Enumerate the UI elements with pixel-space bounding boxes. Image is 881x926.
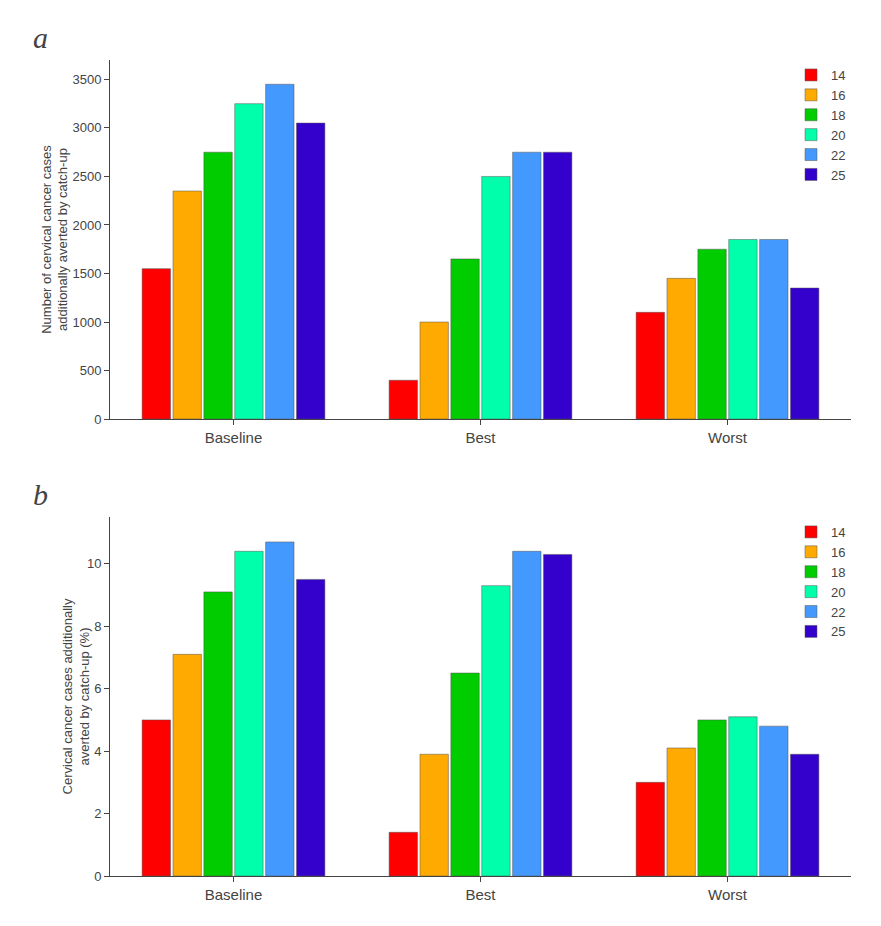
svg-text:0: 0 [94,869,101,884]
svg-text:Best: Best [465,886,496,903]
svg-text:6: 6 [94,681,101,696]
svg-text:2500: 2500 [72,169,101,184]
svg-text:500: 500 [80,363,102,378]
svg-text:Cervical cancer cases addition: Cervical cancer cases additionallyaverte… [60,598,92,794]
svg-text:Best: Best [465,429,496,446]
svg-text:3000: 3000 [72,120,101,135]
svg-text:25: 25 [831,624,845,639]
svg-text:14: 14 [831,525,845,540]
svg-text:0: 0 [94,412,101,427]
svg-text:b: b [33,478,48,511]
svg-text:Baseline: Baseline [205,886,263,903]
svg-text:20: 20 [831,585,845,600]
svg-text:1000: 1000 [72,315,101,330]
svg-text:a: a [33,21,48,54]
svg-text:25: 25 [831,168,845,183]
svg-text:Baseline: Baseline [205,429,263,446]
svg-text:2000: 2000 [72,218,101,233]
svg-text:22: 22 [831,148,845,163]
svg-text:18: 18 [831,108,845,123]
svg-text:14: 14 [831,68,845,83]
svg-text:3500: 3500 [72,72,101,87]
svg-text:2: 2 [94,806,101,821]
svg-text:22: 22 [831,605,845,620]
svg-text:Number of cervical cancer case: Number of cervical cancer casesadditiona… [39,145,71,334]
svg-text:8: 8 [94,619,101,634]
svg-text:10: 10 [87,556,101,571]
svg-text:20: 20 [831,128,845,143]
svg-text:Worst: Worst [708,429,748,446]
svg-text:16: 16 [831,88,845,103]
svg-text:18: 18 [831,565,845,580]
svg-text:1500: 1500 [72,266,101,281]
svg-text:Worst: Worst [708,886,748,903]
svg-text:16: 16 [831,545,845,560]
svg-text:4: 4 [94,744,101,759]
